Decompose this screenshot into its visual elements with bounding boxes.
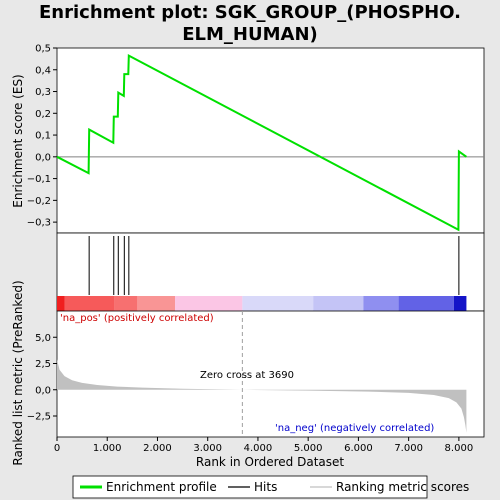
metric-y-axis-label: Ranked list metric (PreRanked): [11, 280, 25, 465]
x-tick-label: 6.000: [344, 443, 373, 454]
x-tick-label: 8.000: [445, 443, 474, 454]
heatmap-segment: [313, 296, 364, 311]
es-tick-label: −0,3: [27, 218, 51, 229]
es-tick-label: 0,3: [35, 87, 51, 98]
heatmap-segment: [398, 296, 454, 311]
heatmap-segment: [175, 296, 243, 311]
x-tick-label: 0: [54, 443, 60, 454]
x-tick-label: 7.000: [394, 443, 423, 454]
x-axis-ticks: 0 1.000 2.000 3.000 4.000 5.000 6.000 7.000 8.00…: [54, 437, 473, 454]
heatmap-segment: [64, 296, 115, 311]
zero-cross-label: Zero cross at 3690: [200, 370, 294, 381]
x-tick-label: 4.000: [244, 443, 273, 454]
positive-correlation-label: 'na_pos' (positively correlated): [60, 313, 214, 324]
legend-label: Enrichment profile: [106, 480, 217, 494]
es-y-axis-label: Enrichment score (ES): [11, 74, 25, 207]
ranking-heatmap-bar: [57, 296, 467, 311]
x-tick-label: 3.000: [193, 443, 222, 454]
hits-group: [88, 236, 460, 295]
heatmap-segment: [137, 296, 176, 311]
legend-label: Hits: [254, 480, 277, 494]
es-panel: [56, 47, 485, 234]
heatmap-segment: [363, 296, 399, 311]
metric-tick-label: 5,0: [35, 333, 51, 344]
chart-title-line2: ELM_HUMAN): [182, 24, 318, 45]
heatmap-segment: [114, 296, 138, 311]
heatmap-segment: [242, 296, 314, 311]
x-tick-label: 2.000: [143, 443, 172, 454]
x-tick-label: 5.000: [294, 443, 323, 454]
legend: Enrichment profile Hits Ranking metric sco…: [80, 480, 469, 494]
chart-title-line1: Enrichment plot: SGK_GROUP_(PHOSPHO.: [39, 2, 461, 23]
heatmap-segment: [57, 296, 65, 311]
x-axis-label: Rank in Ordered Dataset: [196, 455, 344, 469]
es-tick-label: 0,5: [35, 44, 51, 55]
es-axis-ticks: 0,5 0,4 0,3 0,2 0,1 0,0 −0,1 −0,2 −0,3: [27, 44, 57, 229]
metric-tick-label: 0,0: [35, 385, 51, 396]
metric-tick-label: −2,5: [27, 412, 51, 423]
heatmap-segment: [453, 296, 467, 311]
es-tick-label: −0,1: [27, 174, 51, 185]
enrichment-profile-line: [56, 53, 467, 232]
es-tick-label: 0,0: [35, 152, 51, 163]
x-tick-label: 1.000: [93, 443, 122, 454]
metric-axis-ticks: 5,0 2,5 0,0 −2,5: [27, 333, 57, 423]
es-tick-label: 0,1: [35, 131, 51, 142]
metric-tick-label: 2,5: [35, 359, 51, 370]
es-tick-label: −0,2: [27, 196, 51, 207]
es-tick-label: 0,4: [35, 65, 51, 76]
negative-correlation-label: 'na_neg' (negatively correlated): [275, 423, 434, 434]
legend-label: Ranking metric scores: [336, 480, 469, 494]
es-tick-label: 0,2: [35, 109, 51, 120]
